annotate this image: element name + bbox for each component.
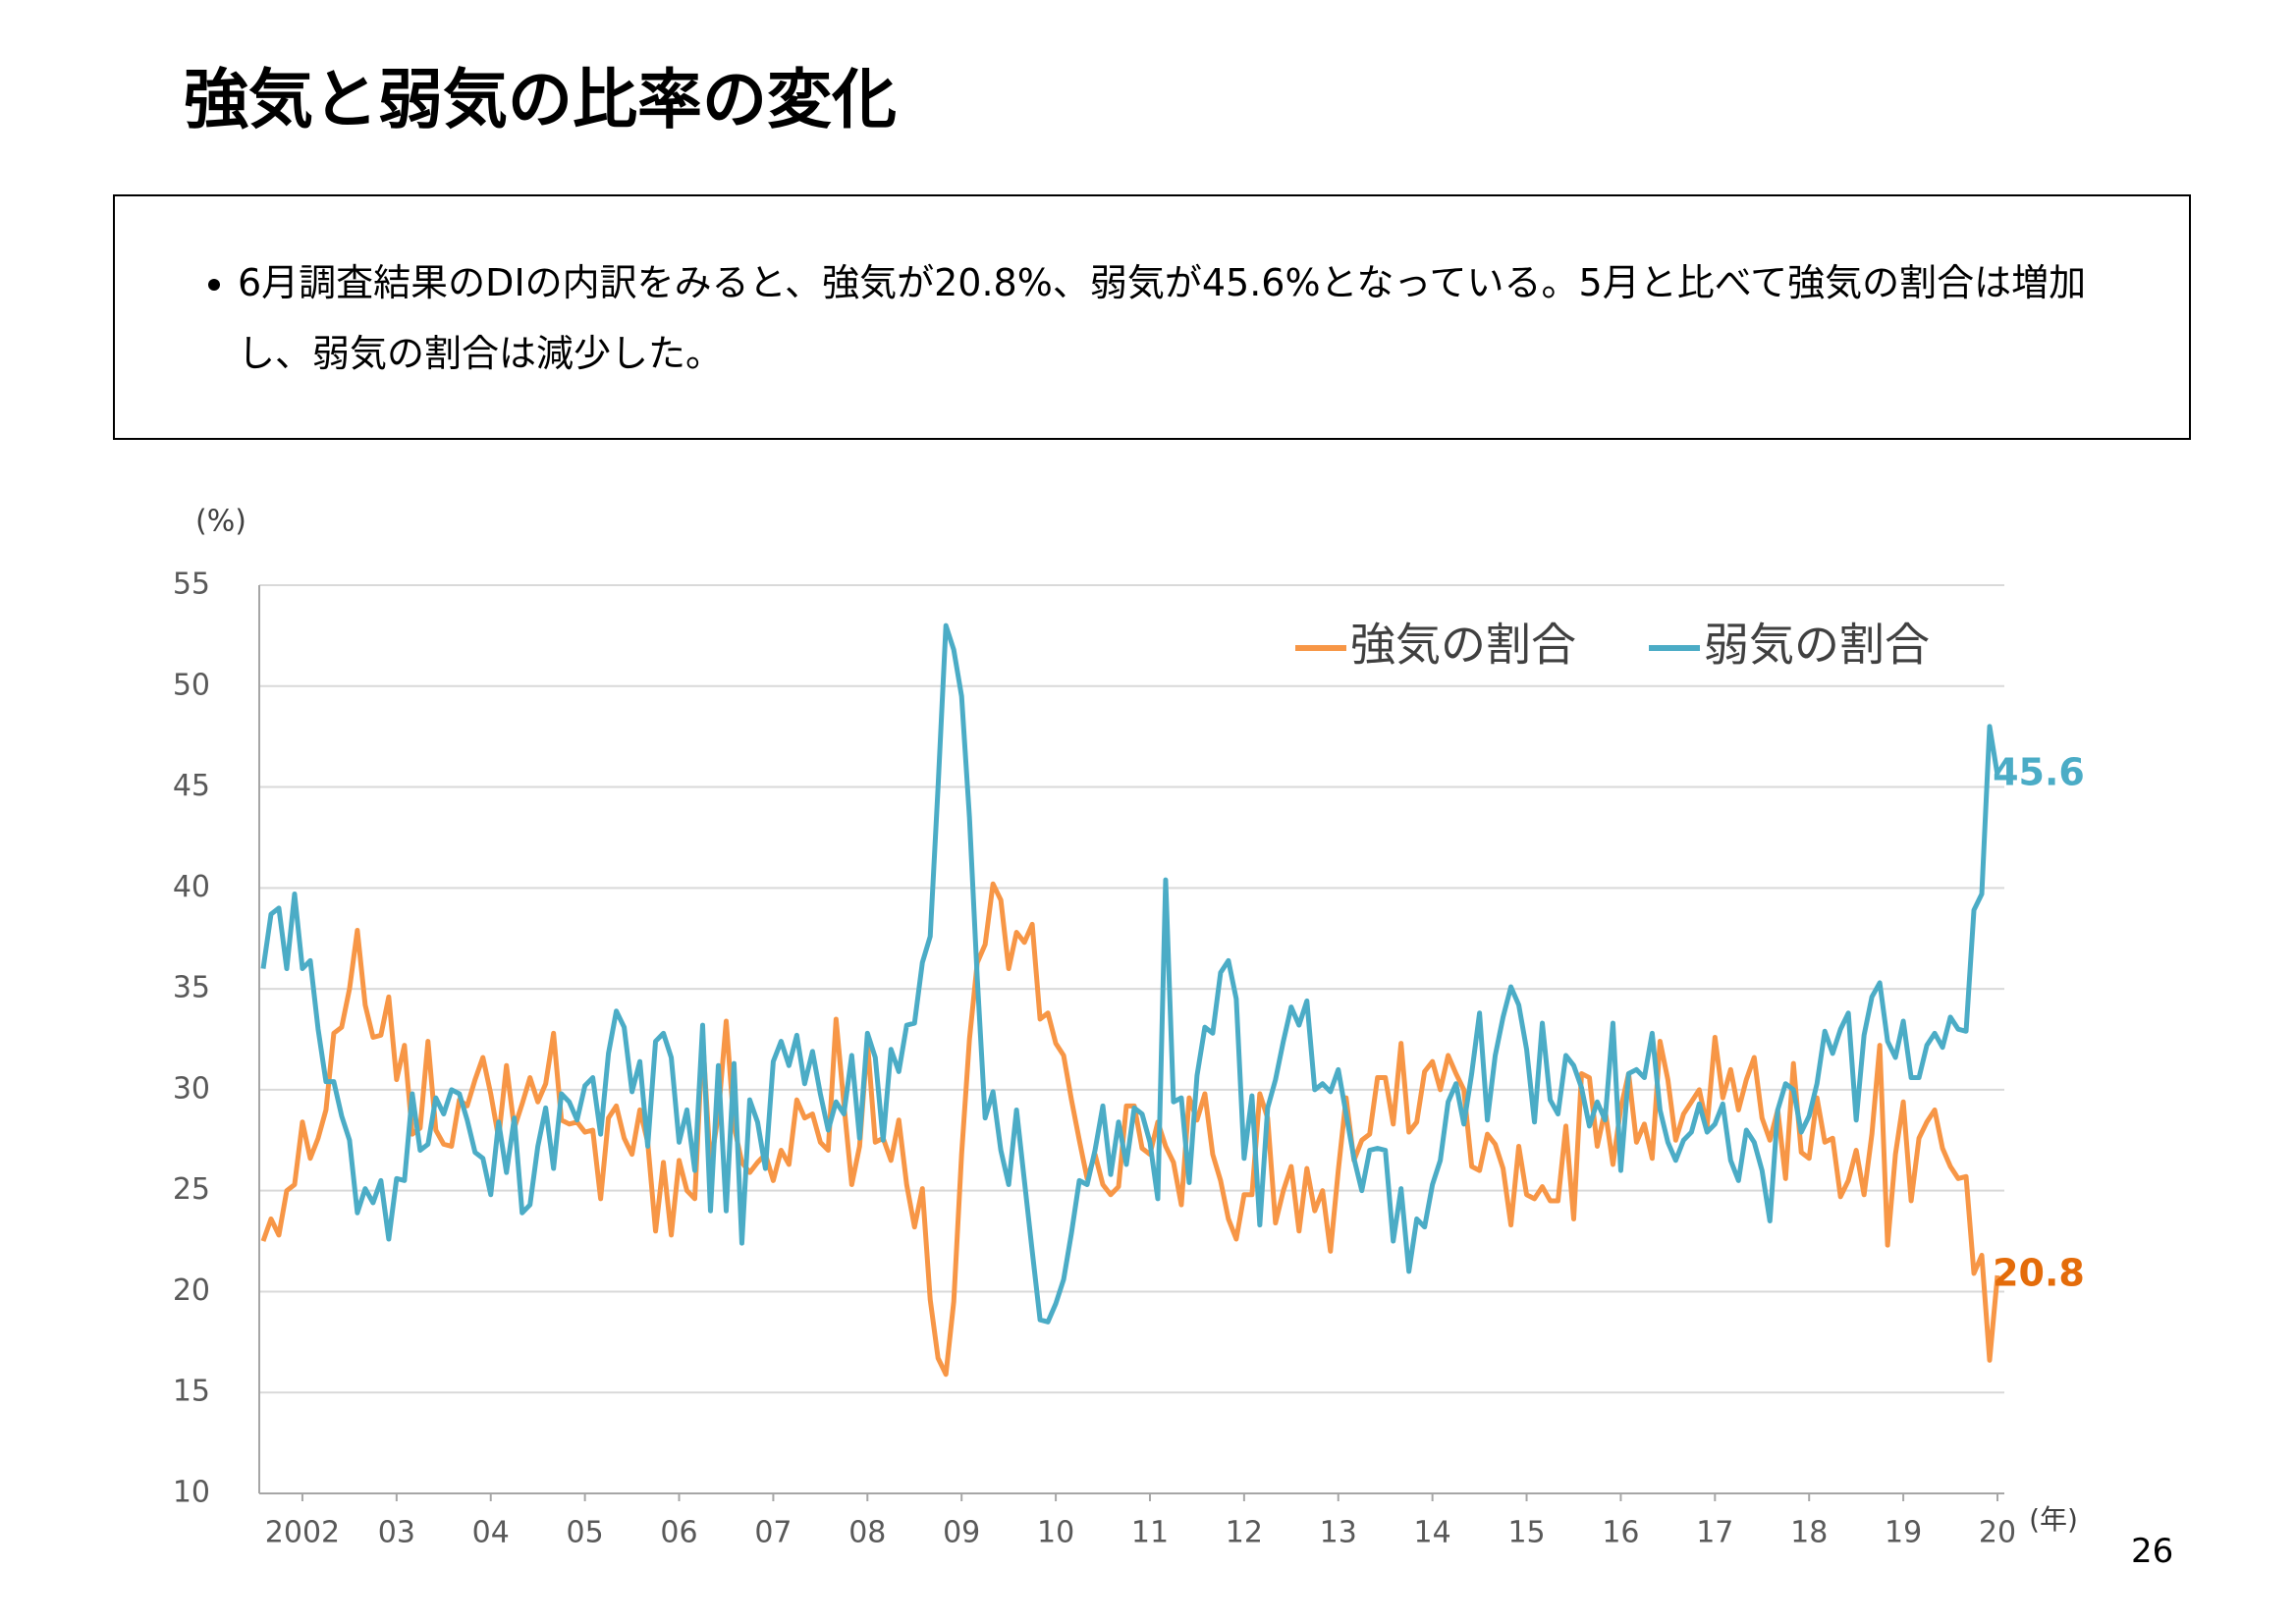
x-tick-label: 09 [943, 1516, 980, 1550]
y-tick-label: 25 [173, 1172, 210, 1207]
x-tick-label: 16 [1602, 1516, 1639, 1550]
x-tick-label: 06 [660, 1516, 697, 1550]
x-tick-label: 03 [378, 1516, 415, 1550]
page-number: 26 [2131, 1532, 2174, 1571]
x-unit: (年) [2029, 1503, 2078, 1536]
end-value-label: 45.6 [1993, 751, 2085, 794]
legend-label: 弱気の割合 [1704, 619, 1930, 672]
x-tick-label: 10 [1037, 1516, 1074, 1550]
y-tick-label: 35 [173, 971, 210, 1005]
line-series [260, 623, 2000, 1325]
x-tick-label: 04 [472, 1516, 510, 1550]
slide-title: 強気と弱気の比率の変化 [184, 62, 897, 137]
bullet: 6月調査結果のDIの内訳をみると、強気が20.8%、弱気が45.6%となっている… [238, 247, 2153, 389]
y-tick-label: 10 [173, 1476, 210, 1510]
y-tick-label: 45 [173, 769, 210, 803]
x-tick-label: 20 [1979, 1516, 2016, 1550]
line-series [260, 881, 2000, 1378]
y-unit: (%) [195, 505, 246, 539]
bullet-list: 6月調査結果のDIの内訳をみると、強気が20.8%、弱気が45.6%となっている… [115, 247, 2153, 389]
y-tick-label: 15 [173, 1375, 210, 1409]
x-tick-label: 17 [1696, 1516, 1733, 1550]
x-tick-label: 2002 [265, 1516, 340, 1550]
x-tick-label: 13 [1320, 1516, 1357, 1550]
x-tick-label: 15 [1507, 1516, 1545, 1550]
x-tick-label: 12 [1226, 1516, 1263, 1550]
x-tick-label: 08 [848, 1516, 886, 1550]
x-tick-label: 11 [1131, 1516, 1169, 1550]
legend-label: 強気の割合 [1350, 619, 1576, 672]
x-tick-label: 18 [1790, 1516, 1828, 1550]
y-tick-label: 30 [173, 1071, 210, 1106]
x-tick-label: 05 [567, 1516, 604, 1550]
summary-box: 6月調査結果のDIの内訳をみると、強気が20.8%、弱気が45.6%となっている… [113, 194, 2191, 440]
x-tick-label: 07 [754, 1516, 792, 1550]
x-tick-label: 14 [1414, 1516, 1451, 1550]
y-tick-label: 50 [173, 668, 210, 702]
y-tick-label: 40 [173, 870, 210, 904]
x-tick-label: 19 [1885, 1516, 1922, 1550]
y-tick-label: 20 [173, 1273, 210, 1308]
y-tick-label: 55 [173, 568, 210, 602]
end-value-label: 20.8 [1993, 1252, 2085, 1295]
